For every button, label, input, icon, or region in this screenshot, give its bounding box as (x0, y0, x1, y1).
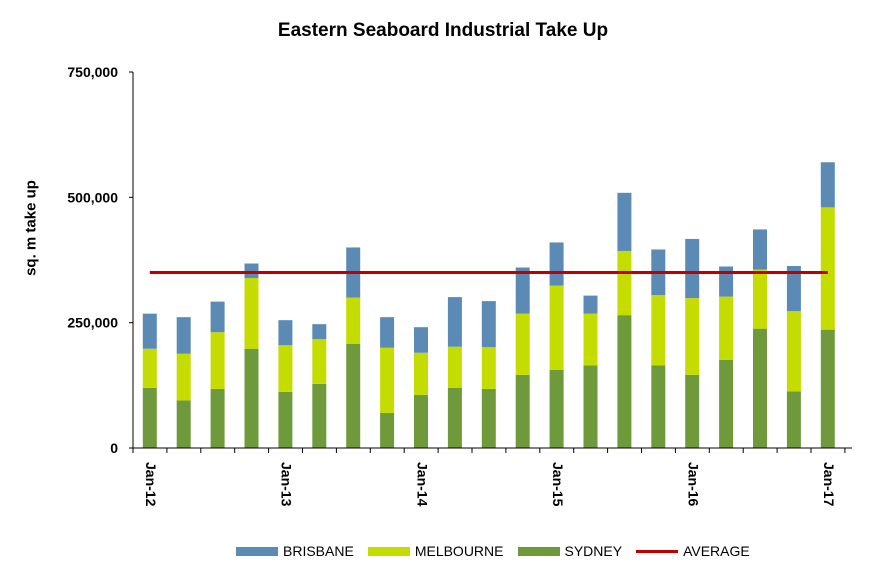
bar-brisbane-3 (210, 301, 225, 333)
bar-sydney-17 (685, 374, 700, 448)
legend-label-sydney: SYDNEY (564, 543, 623, 559)
bars-group (142, 162, 835, 448)
bar-melbourne-21 (820, 207, 835, 330)
bar-sydney-18 (719, 359, 734, 448)
x-tick-label: Jan-14 (414, 462, 430, 507)
bar-sydney-8 (380, 412, 395, 448)
bar-brisbane-11 (481, 301, 496, 348)
bar-sydney-13 (549, 369, 564, 448)
bar-melbourne-7 (346, 297, 361, 344)
bar-brisbane-15 (617, 192, 632, 251)
bar-brisbane-17 (685, 238, 700, 299)
bar-melbourne-15 (617, 250, 632, 316)
legend-item-melbourne: MELBOURNE (367, 543, 504, 559)
bar-melbourne-10 (447, 346, 462, 388)
chart-title: Eastern Seaboard Industrial Take Up (277, 20, 609, 41)
bar-sydney-14 (583, 365, 598, 448)
bar-sydney-2 (176, 400, 191, 448)
bar-brisbane-12 (515, 267, 530, 314)
bar-sydney-1 (142, 387, 157, 448)
bar-sydney-9 (414, 394, 428, 448)
bar-brisbane-10 (447, 297, 462, 347)
y-tick-label: 0 (110, 440, 118, 456)
axes-group: 0 250,000 500,000 750,000 Jan-12 Jan-13 Jan-14… (67, 64, 852, 507)
x-tick-label: Jan-17 (821, 462, 837, 507)
bar-brisbane-21 (820, 162, 835, 208)
bar-brisbane-14 (583, 295, 598, 314)
bar-brisbane-19 (753, 229, 767, 270)
bar-sydney-7 (346, 343, 361, 448)
legend-label-melbourne: MELBOURNE (414, 543, 504, 559)
legend-swatch-sydney (517, 546, 560, 556)
bar-melbourne-14 (583, 313, 598, 366)
legend-swatch-average (636, 549, 679, 553)
bar-sydney-16 (651, 365, 666, 448)
legend-label-average: AVERAGE (683, 543, 750, 559)
bar-melbourne-2 (176, 353, 191, 401)
bar-brisbane-6 (312, 324, 327, 340)
legend-item-average: AVERAGE (636, 543, 750, 559)
bar-sydney-21 (820, 329, 835, 448)
x-tick-label: Jan-13 (279, 462, 295, 507)
y-tick-label: 750,000 (67, 64, 118, 80)
legend-swatch-brisbane (236, 546, 278, 556)
bar-sydney-19 (753, 328, 767, 448)
bar-brisbane-9 (414, 327, 428, 353)
bar-melbourne-20 (786, 311, 801, 392)
bar-melbourne-8 (380, 347, 395, 413)
bar-melbourne-6 (312, 339, 327, 384)
bar-sydney-12 (515, 374, 530, 448)
bar-melbourne-1 (142, 348, 157, 388)
x-tick-label: Jan-16 (685, 462, 701, 507)
bar-melbourne-12 (515, 313, 530, 375)
x-tick-label: Jan-15 (550, 462, 566, 507)
bar-sydney-3 (210, 388, 225, 448)
bar-melbourne-9 (414, 352, 428, 395)
bar-brisbane-18 (719, 266, 734, 297)
bar-sydney-11 (481, 388, 496, 448)
bar-melbourne-13 (549, 285, 564, 370)
bar-melbourne-19 (753, 269, 767, 329)
bar-melbourne-11 (481, 347, 496, 389)
bar-sydney-5 (278, 391, 293, 448)
bar-brisbane-4 (244, 263, 259, 279)
bar-sydney-6 (312, 383, 327, 448)
legend-item-brisbane: BRISBANE (236, 543, 354, 559)
legend-swatch-melbourne (367, 546, 410, 556)
bar-sydney-4 (244, 348, 259, 448)
bar-brisbane-1 (142, 313, 157, 349)
x-tick-label: Jan-12 (143, 462, 159, 507)
legend-item-sydney: SYDNEY (517, 543, 623, 559)
legend-label-brisbane: BRISBANE (283, 543, 354, 559)
bar-sydney-20 (786, 391, 801, 448)
bar-brisbane-13 (549, 242, 564, 286)
bar-melbourne-18 (719, 296, 734, 360)
bar-sydney-10 (447, 387, 462, 448)
y-tick-label: 250,000 (67, 315, 118, 331)
bar-melbourne-16 (651, 295, 666, 366)
bar-sydney-15 (617, 315, 632, 448)
bar-melbourne-3 (210, 332, 225, 389)
bar-brisbane-5 (278, 320, 293, 346)
bar-melbourne-4 (244, 278, 259, 349)
bar-melbourne-5 (278, 345, 293, 392)
legend: BRISBANE MELBOURNE SYDNEY AVERAGE (236, 542, 764, 560)
bar-melbourne-17 (685, 298, 700, 375)
bar-brisbane-2 (176, 317, 191, 354)
bar-brisbane-8 (380, 317, 395, 348)
y-tick-label: 500,000 (67, 189, 118, 205)
bar-brisbane-20 (786, 266, 801, 312)
